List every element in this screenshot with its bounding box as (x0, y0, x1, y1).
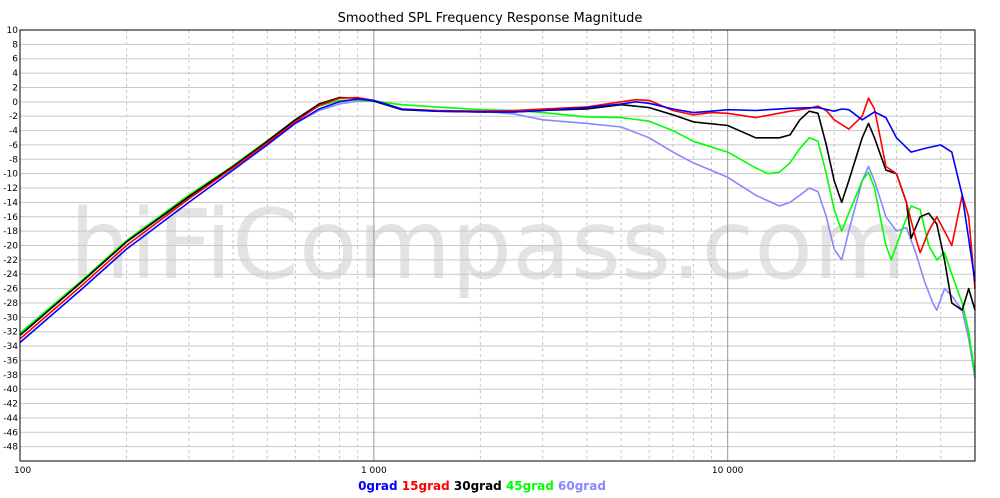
legend: 0grad 15grad 30grad 45grad 60grad (358, 479, 606, 493)
y-tick-label: -8 (9, 155, 18, 165)
y-tick-label: -16 (3, 213, 18, 223)
legend-item-30grad: 30grad (450, 479, 502, 493)
y-tick-label: -38 (3, 371, 18, 381)
y-tick-label: -24 (3, 270, 18, 280)
legend-item-60grad: 60grad (554, 479, 606, 493)
y-tick-label: -14 (3, 198, 18, 208)
y-tick-label: -2 (9, 112, 18, 122)
legend-item-0grad: 0grad (358, 479, 398, 493)
y-tick-label: -32 (3, 328, 18, 338)
series-line-45grad (19, 98, 976, 375)
y-tick-label: 6 (12, 55, 18, 65)
y-tick-label: -42 (3, 400, 18, 410)
y-tick-label: -26 (3, 285, 18, 295)
legend-item-45grad: 45grad (502, 479, 554, 493)
x-tick-label: 100 (14, 466, 31, 476)
y-tick-label: -48 (3, 443, 18, 453)
y-tick-label: 4 (12, 69, 18, 79)
y-tick-label: -4 (9, 127, 18, 137)
y-tick-label: 0 (12, 98, 18, 108)
series-line-15grad (19, 96, 976, 340)
y-tick-label: 2 (12, 83, 18, 93)
x-tick-label: 10 000 (712, 466, 744, 476)
y-tick-label: -20 (3, 242, 18, 252)
y-tick-label: -18 (3, 227, 18, 237)
legend-item-15grad: 15grad (398, 479, 450, 493)
y-tick-label: -10 (3, 170, 18, 180)
y-tick-label: 8 (12, 40, 18, 50)
series-layer (19, 96, 976, 379)
plot-frame (19, 29, 976, 462)
y-tick-label: -30 (3, 313, 18, 323)
series-line-0grad (19, 98, 976, 344)
axis-layer: 10 8 6 4 2 0 -2 -4 -6 -8 -10 -12 -14 -16 -18 -20 -22 -24 -… (3, 26, 743, 476)
chart-title: Smoothed SPL Frequency Response Magnitud… (338, 11, 643, 26)
y-tick-label: -40 (3, 385, 18, 395)
y-tick-label: -34 (3, 342, 18, 352)
series-line-60grad (19, 100, 976, 379)
y-tick-label: -44 (3, 414, 18, 424)
y-tick-label: -36 (3, 356, 18, 366)
y-tick-label: 10 (7, 26, 19, 36)
y-tick-label: -22 (3, 256, 18, 266)
x-tick-label: 1 000 (361, 466, 387, 476)
y-tick-label: -12 (3, 184, 18, 194)
y-tick-label: -46 (3, 428, 18, 438)
y-tick-label: -28 (3, 299, 18, 309)
y-tick-label: -6 (9, 141, 18, 151)
grid-layer (20, 29, 975, 461)
